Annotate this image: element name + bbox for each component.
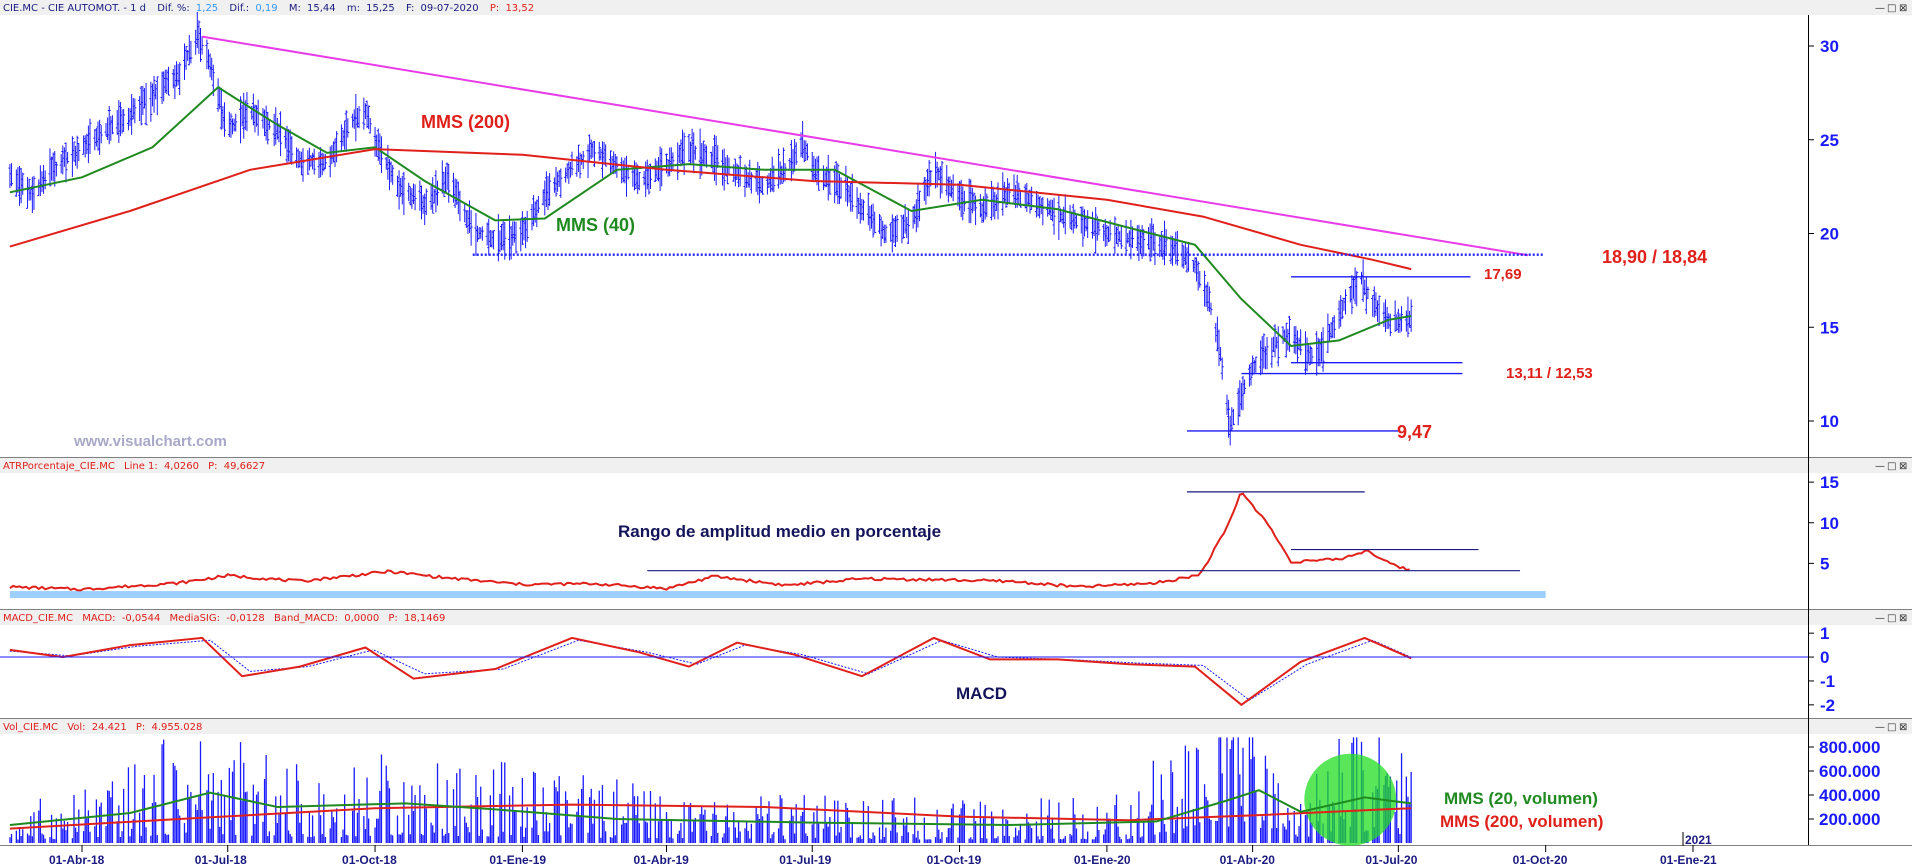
price-tick-label: 30 [1820,37,1839,56]
price-level-label: 13,11 / 12,53 [1506,365,1593,382]
atr-title: Rango de amplitud medio en porcentaje [618,522,941,541]
trendline [201,35,1529,257]
vol-tick-label: 800.000 [1819,738,1880,757]
close-icon[interactable]: ⊠ [1899,3,1907,14]
maximize-icon[interactable]: □ [1887,722,1896,733]
price-window-controls[interactable]: — □ ⊠ [1875,3,1907,14]
price-tick-label: 15 [1820,318,1839,337]
atr-tick-label: 15 [1820,473,1839,492]
macd-header: MACD_CIE.MC MACD: -0,0544 MediaSIG: -0,0… [3,613,445,624]
axis-ticks-layer: 10152025305101510-1-2200.000400.000600.0… [49,37,1880,867]
annotations-layer: 18,90 / 18,84 17,69 13,11 / 12,53 9,47 MMS (… [421,112,1707,831]
mms40-line [9,86,1412,348]
vol-window-controls[interactable]: — □ ⊠ [1875,722,1907,733]
macd-window-controls[interactable]: — □ ⊠ [1875,613,1907,624]
x-tick-label: 01-Jul-19 [779,853,831,867]
vol-mms200-label: MMS (200, volumen) [1440,812,1603,831]
price-tick-label: 20 [1820,225,1839,244]
macd-header-bar [0,610,1912,625]
price-header: CIE.MC - CIE AUTOMOT. - 1 d Dif. %: 1,25… [3,3,534,14]
x-tick-label: 01-Jul-18 [195,853,247,867]
close-icon[interactable]: ⊠ [1899,613,1907,624]
x-tick-label: 01-Ene-20 [1074,853,1131,867]
vol-mms200-line [9,803,1412,830]
ma-label: MMS (200) [421,112,510,132]
macd-tick-label: -1 [1820,672,1835,691]
x-tick-label: 01-Ene-19 [489,853,546,867]
x-year-label: 2021 [1685,833,1712,847]
atr-header-bar [0,458,1912,473]
atr-band [9,591,1546,599]
vol-mms20-line [9,789,1412,827]
price-level-label: 18,90 / 18,84 [1602,247,1707,267]
levels-layer [0,253,1808,658]
vol-header-bar [0,719,1912,734]
indicator-lines-layer [9,35,1529,830]
symbol-label: CIE.MC - CIE AUTOMOT. - 1 d [3,3,146,14]
minimize-icon[interactable]: — [1875,722,1885,733]
x-tick-label: 01-Jul-20 [1365,853,1417,867]
macd-signal-line [9,639,1412,701]
minimize-icon[interactable]: — [1875,461,1885,472]
atr-header: ATRPorcentaje_CIE.MC Line 1: 4,0260 P: 4… [3,461,265,472]
x-tick-label: 01-Oct-20 [1513,853,1568,867]
maximize-icon[interactable]: □ [1887,3,1896,14]
atr-window-controls[interactable]: — □ ⊠ [1875,461,1907,472]
atr-line [9,492,1410,592]
macd-tick-label: 0 [1820,648,1829,667]
volume-bars-layer [9,737,1412,843]
price-level-label: 17,69 [1484,266,1522,283]
x-tick-label: 01-Oct-19 [927,853,982,867]
vol-mms20-label: MMS (20, volumen) [1444,789,1598,808]
mms200-line [9,148,1412,271]
vol-tick-label: 200.000 [1819,810,1880,829]
macd-tick-label: 1 [1820,624,1829,643]
macd-title: MACD [956,684,1007,703]
maximize-icon[interactable]: □ [1887,461,1896,472]
x-tick-label: 01-Abr-20 [1220,853,1276,867]
price-tick-label: 25 [1820,131,1839,150]
atr-tick-label: 5 [1820,554,1829,573]
price-tick-label: 10 [1820,412,1839,431]
atr-tick-label: 10 [1820,514,1839,533]
macd-tick-label: -2 [1820,696,1835,715]
x-tick-label: 01-Abr-18 [49,853,105,867]
price-header-bar [0,0,1912,15]
vol-header: Vol_CIE.MC Vol: 24.421 P: 4.955.028 [3,722,202,733]
price-level-label: 9,47 [1397,422,1432,442]
macd-line [9,636,1412,707]
x-tick-label: 01-Ene-21 [1660,853,1717,867]
close-icon[interactable]: ⊠ [1899,461,1907,472]
minimize-icon[interactable]: — [1875,613,1885,624]
x-tick-label: 01-Oct-18 [342,853,397,867]
x-tick-label: 01-Abr-19 [634,853,690,867]
atr-band-layer [9,591,1546,599]
vol-tick-label: 600.000 [1819,762,1880,781]
minimize-icon[interactable]: — [1875,3,1885,14]
vol-tick-label: 400.000 [1819,786,1880,805]
ma-label: MMS (40) [556,215,635,235]
watermark: www.visualchart.com [73,433,227,450]
maximize-icon[interactable]: □ [1887,613,1896,624]
close-icon[interactable]: ⊠ [1899,722,1907,733]
price-bars-layer [8,11,1413,446]
